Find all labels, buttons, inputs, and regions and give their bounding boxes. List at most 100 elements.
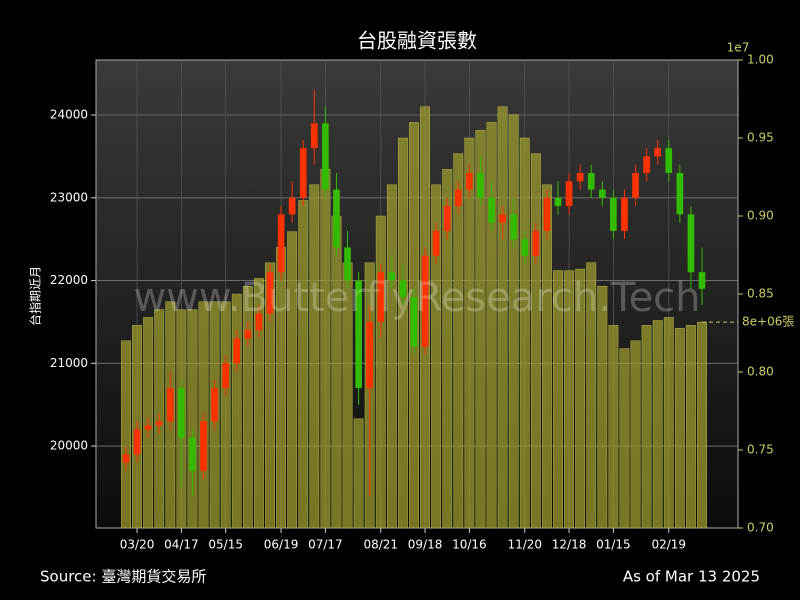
x-tick-label: 06/19: [264, 538, 299, 552]
margin-bar: [298, 200, 309, 529]
candle-body: [355, 280, 362, 389]
candle-body: [432, 230, 440, 256]
y2-tick-label: 0.75: [747, 443, 774, 457]
x-tick-label: 04/17: [164, 538, 199, 552]
margin-bar: [375, 215, 386, 529]
candle-body: [133, 429, 141, 455]
candle-body: [521, 239, 529, 256]
candle-body: [466, 172, 473, 190]
candle-body: [576, 172, 584, 182]
margin-bar: [586, 262, 597, 529]
y2-tick-label: 0.85: [747, 287, 774, 301]
candle-body: [277, 214, 285, 273]
candle-body: [477, 172, 484, 198]
y-tick-label: 20000: [50, 439, 88, 453]
candle-body: [610, 197, 617, 231]
margin-bar: [287, 231, 298, 529]
x-tick-label: 01/15: [596, 538, 631, 552]
margin-bar: [220, 301, 231, 529]
candle-body: [144, 425, 152, 430]
candle-body: [643, 156, 650, 173]
y-tick-label: 24000: [50, 108, 88, 122]
x-tick-label: 05/15: [208, 538, 243, 552]
margin-bar: [353, 418, 364, 529]
margin-bar: [542, 184, 552, 529]
marks: 20000 21000 22000 23000 24000 0.70 0.75 0.80 0.8…: [50, 53, 795, 552]
margin-bar: [530, 153, 541, 529]
margin-bar: [265, 262, 275, 529]
candle-body: [255, 313, 263, 331]
candle-body: [565, 181, 573, 207]
watermark: www.ButterflyResearch.Tech: [133, 275, 700, 321]
y2-tick-label: 0.70: [747, 521, 774, 535]
x-tick-label: 07/17: [308, 538, 343, 552]
margin-bar: [309, 184, 320, 529]
candle-body: [676, 172, 684, 215]
candle-body: [488, 197, 495, 223]
margin-bar: [121, 340, 131, 529]
margin-bar: [652, 320, 663, 529]
margin-bar: [608, 325, 619, 529]
margin-bar: [575, 268, 586, 529]
y2-tick-label: 0.90: [747, 209, 774, 223]
x-tick-label: 11/20: [507, 538, 542, 552]
candle-body: [244, 330, 252, 339]
candle-body: [211, 388, 218, 422]
candle-body: [443, 206, 451, 231]
candle-body: [200, 421, 207, 471]
candle-body: [499, 214, 506, 223]
candle-body: [333, 189, 340, 248]
candle-body: [698, 272, 706, 289]
y2-tick-label: 0.80: [747, 365, 774, 379]
margin-bar: [242, 286, 253, 529]
candle-body: [621, 197, 628, 231]
margin-bar: [475, 129, 486, 529]
x-tick-label: 08/21: [363, 538, 398, 552]
margin-bar: [231, 293, 242, 529]
margin-bar: [641, 325, 652, 529]
margin-bar: [686, 325, 696, 529]
margin-bar: [320, 168, 331, 529]
margin-bar: [663, 317, 674, 529]
last-value-label: 8e+06張: [742, 315, 794, 329]
candle-body: [399, 280, 407, 298]
margin-bar: [254, 278, 264, 529]
margin-bar: [464, 137, 475, 529]
margin-bar: [453, 153, 464, 529]
x-tick-label: 03/20: [120, 538, 155, 552]
x-tick-label: 10/16: [452, 538, 487, 552]
candle-body: [377, 272, 385, 322]
margin-bar: [331, 215, 342, 529]
candle-body: [366, 321, 374, 389]
candle-body: [122, 454, 130, 463]
candle-body: [598, 189, 606, 198]
margin-bar: [553, 270, 563, 529]
candle-body: [587, 172, 595, 190]
y2-offset-label: 1e7: [727, 41, 750, 55]
margin-bar: [398, 137, 408, 529]
x-tick-label: 09/18: [408, 538, 443, 552]
margin-bar: [619, 348, 630, 529]
margin-bar: [431, 184, 442, 529]
margin-bar: [519, 137, 530, 529]
margin-bar: [497, 106, 508, 529]
candle-body: [322, 123, 329, 190]
margin-bar: [187, 309, 198, 529]
margin-bar: [486, 122, 497, 529]
y-axis-label: 台指期近月: [28, 266, 43, 326]
candle-body: [155, 421, 163, 426]
candle-body: [654, 148, 662, 157]
candle-body: [266, 272, 274, 314]
y-tick-label: 22000: [50, 273, 88, 287]
candle-body: [178, 388, 185, 438]
candle-body: [222, 363, 230, 389]
candle-body: [233, 338, 241, 364]
margin-bar: [386, 184, 397, 529]
y2-tick-label: 0.95: [747, 131, 774, 145]
margin-bar: [674, 328, 685, 529]
x-tick-label: 02/19: [651, 538, 686, 552]
margin-bar: [697, 321, 707, 529]
y-tick-label: 21000: [50, 356, 88, 370]
